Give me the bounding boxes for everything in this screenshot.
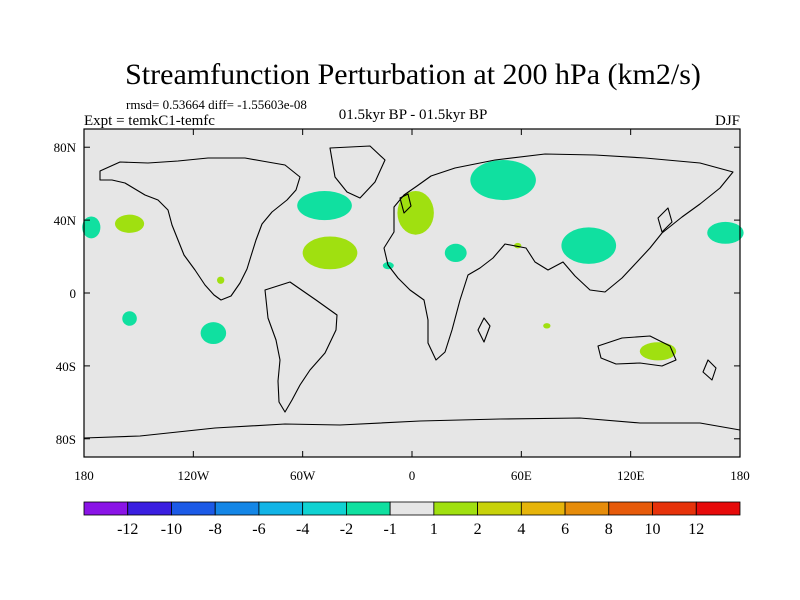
contour-region bbox=[122, 311, 137, 326]
colorbar-swatch bbox=[171, 501, 216, 516]
x-tick-label: 60E bbox=[511, 468, 532, 483]
colorbar-swatch bbox=[652, 501, 697, 516]
x-tick-label: 120E bbox=[617, 468, 645, 483]
colorbar-label: 12 bbox=[688, 521, 704, 538]
colorbar-label: -10 bbox=[161, 521, 182, 538]
map-background bbox=[84, 129, 740, 457]
coastline-greenland bbox=[329, 145, 386, 199]
y-tick-label: 0 bbox=[70, 286, 77, 301]
season-label: DJF bbox=[715, 113, 740, 129]
coastline-south-america bbox=[264, 281, 338, 413]
experiment-line: Expt = temkC1-temfc bbox=[84, 113, 215, 129]
colorbar-label: 10 bbox=[645, 521, 661, 538]
coastline-uk bbox=[399, 193, 412, 214]
coastline-japan bbox=[657, 207, 673, 233]
x-tick-label: 180 bbox=[74, 468, 94, 483]
contour-region bbox=[302, 236, 358, 270]
colorbar-swatch bbox=[477, 501, 522, 516]
colorbar-label: -6 bbox=[252, 521, 265, 538]
colorbar-label: -4 bbox=[296, 521, 309, 538]
colorbar-label: 8 bbox=[605, 521, 613, 538]
x-tick-label: 0 bbox=[409, 468, 416, 483]
coastline-new-zealand bbox=[702, 359, 717, 381]
colorbar: -12 -10 -8 -6 -4 -2 -1 1 2 4 6 8 10 12 bbox=[83, 501, 741, 538]
colorbar-swatch bbox=[258, 501, 304, 516]
stats-line: rmsd= 0.53664 diff= -1.55603e-08 bbox=[126, 97, 307, 112]
coastline-eurasia-africa bbox=[383, 153, 734, 361]
contour-region bbox=[707, 221, 744, 244]
colorbar-label: -1 bbox=[383, 521, 396, 538]
colorbar-swatch bbox=[608, 501, 653, 516]
contour-region bbox=[217, 276, 225, 284]
contour-region bbox=[639, 342, 677, 361]
colorbar-label: -12 bbox=[117, 521, 138, 538]
map-panel bbox=[82, 128, 744, 458]
colorbar-swatch bbox=[214, 501, 260, 516]
contour-region bbox=[543, 323, 551, 329]
coastline-north-america bbox=[99, 157, 301, 301]
colorbar-swatch bbox=[564, 501, 610, 516]
coastline-madagascar bbox=[477, 317, 491, 343]
colorbar-label: 4 bbox=[517, 521, 525, 538]
coastlines bbox=[83, 145, 741, 439]
colorbar-label: -2 bbox=[340, 521, 353, 538]
contour-region bbox=[200, 322, 227, 345]
y-tick-label: 80S bbox=[56, 432, 76, 447]
x-axis: 180 120W 60W 0 60E 120E 180 bbox=[74, 129, 750, 483]
coastline-antarctica bbox=[83, 417, 741, 439]
contour-regions bbox=[82, 159, 744, 361]
contour-region bbox=[444, 243, 467, 263]
period-line: 01.5kyr BP - 01.5kyr BP bbox=[339, 107, 488, 123]
x-tick-label: 180 bbox=[730, 468, 750, 483]
chart-title: Streamfunction Perturbation at 200 hPa (… bbox=[125, 58, 701, 91]
y-tick-label: 40N bbox=[54, 213, 77, 228]
x-tick-label: 60W bbox=[290, 468, 316, 483]
y-tick-label: 80N bbox=[54, 140, 77, 155]
colorbar-swatch bbox=[302, 501, 347, 516]
contour-region bbox=[297, 190, 352, 221]
contour-region bbox=[82, 216, 101, 239]
colorbar-label: 6 bbox=[561, 521, 569, 538]
contour-region bbox=[470, 159, 536, 201]
contour-region bbox=[561, 227, 617, 264]
x-tick-label: 120W bbox=[177, 468, 210, 483]
colorbar-swatch bbox=[520, 501, 566, 516]
colorbar-label: -8 bbox=[209, 521, 222, 538]
y-axis: 80N 40N 0 40S 80S bbox=[54, 140, 740, 447]
colorbar-swatch bbox=[127, 501, 172, 516]
coastline-australia bbox=[597, 335, 677, 367]
colorbar-swatch bbox=[389, 501, 435, 516]
colorbar-label: 1 bbox=[430, 521, 438, 538]
y-tick-label: 40S bbox=[56, 359, 76, 374]
colorbar-swatch bbox=[83, 501, 129, 516]
colorbar-swatch bbox=[345, 501, 391, 516]
colorbar-label: 2 bbox=[474, 521, 482, 538]
colorbar-swatch bbox=[433, 501, 479, 516]
colorbar-swatch bbox=[695, 501, 741, 516]
contour-region bbox=[114, 214, 145, 233]
contour-region bbox=[397, 190, 434, 235]
